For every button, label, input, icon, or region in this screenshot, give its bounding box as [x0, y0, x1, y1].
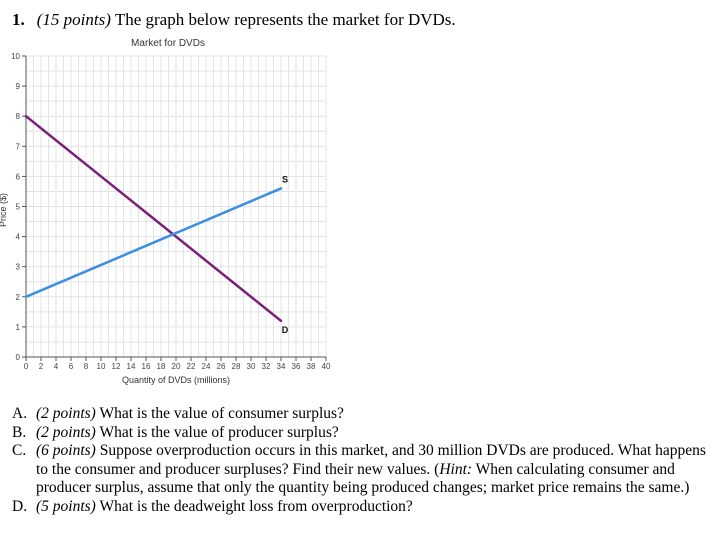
- y-tick-label: 10: [11, 52, 20, 61]
- hint-text: When calculating consumer and producer s…: [36, 460, 690, 497]
- y-axis-label: Price ($): [0, 193, 8, 227]
- part-points: (2 points): [36, 423, 96, 441]
- series-label-s: S: [282, 174, 288, 184]
- part-text: What is the value of producer surplus?: [99, 423, 339, 441]
- y-tick-label: 3: [16, 263, 21, 272]
- y-tick-label: 5: [16, 203, 21, 212]
- x-tick-label: 14: [127, 362, 136, 371]
- y-tick-label: 7: [16, 142, 21, 151]
- y-tick-label: 0: [16, 353, 21, 362]
- x-tick-label: 22: [187, 362, 196, 371]
- x-tick-label: 4: [54, 362, 59, 371]
- part-letter: D.: [12, 497, 28, 515]
- x-tick-label: 34: [277, 362, 286, 371]
- part-d: D. (5 points) What is the deadweight los…: [12, 498, 712, 517]
- x-tick-label: 36: [292, 362, 301, 371]
- y-tick-label: 4: [16, 233, 21, 242]
- x-tick-label: 8: [84, 362, 89, 371]
- part-text: What is the value of consumer surplus?: [99, 405, 344, 422]
- part-letter: B.: [12, 423, 27, 441]
- y-tick-label: 1: [16, 323, 21, 332]
- series-line-d: [24, 114, 283, 323]
- x-tick-label: 40: [322, 362, 331, 371]
- y-tick-label: 8: [16, 112, 21, 121]
- question-points: (15 points): [36, 10, 111, 29]
- part-text: Suppose overproduction occurs in this ma…: [36, 442, 706, 478]
- x-tick-label: 0: [24, 362, 29, 371]
- y-tick-label: 9: [16, 82, 21, 91]
- x-tick-label: 32: [262, 362, 271, 371]
- part-points: (5 points): [36, 497, 96, 515]
- x-axis-label: Quantity of DVDs (millions): [122, 375, 230, 385]
- chart-grid: [25, 55, 327, 358]
- part-text: What is the deadweight loss from overpro…: [99, 497, 413, 515]
- x-tick-label: 20: [172, 362, 181, 371]
- x-tick-label: 6: [69, 362, 74, 371]
- part-points: (6 points): [36, 442, 96, 460]
- x-tick-label: 26: [217, 362, 226, 371]
- y-tick-label: 6: [16, 172, 21, 181]
- x-tick-label: 16: [142, 362, 151, 371]
- x-tick-label: 28: [232, 362, 241, 371]
- chart-title: Market for DVDs: [131, 38, 205, 49]
- x-tick-label: 10: [97, 362, 106, 371]
- part-points: (2 points): [36, 405, 96, 422]
- x-tick-label: 30: [247, 362, 256, 371]
- question-header: 1. (15 points) The graph below represents…: [12, 10, 456, 30]
- question-number: 1.: [12, 10, 25, 29]
- question-text: The graph below represents the market fo…: [114, 10, 456, 29]
- series-line-s: [24, 187, 283, 299]
- question-parts: A. (2 points) What is the value of consu…: [12, 405, 712, 517]
- x-tick-label: 38: [307, 362, 316, 371]
- part-letter: C.: [12, 442, 27, 460]
- hint-label: Hint:: [439, 460, 473, 478]
- x-tick-label: 12: [112, 362, 121, 371]
- x-tick-label: 2: [39, 362, 44, 371]
- y-tick-label: 2: [16, 293, 21, 302]
- x-tick-label: 24: [202, 362, 211, 371]
- part-letter: A.: [12, 405, 28, 422]
- chart-series: DS: [24, 114, 289, 335]
- part-b: B. (2 points) What is the value of produ…: [12, 424, 712, 443]
- series-label-d: D: [282, 325, 289, 335]
- x-tick-label: 18: [157, 362, 166, 371]
- part-c: C. (6 points) Suppose overproduction occ…: [12, 442, 712, 498]
- market-chart: Market for DVDs 0 1 2 3 4 5 6 7 8 9 10 0 2 4 6 8 10 12 14 1…: [0, 32, 360, 392]
- part-a: A. (2 points) What is the value of consu…: [12, 405, 712, 424]
